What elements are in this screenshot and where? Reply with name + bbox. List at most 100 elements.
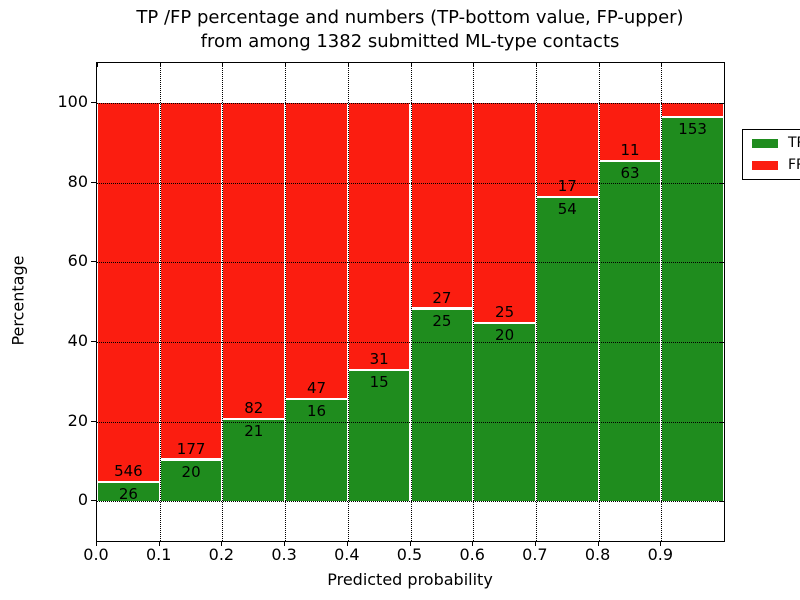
chart-title-line2: from among 1382 submitted ML-type contac… [200,31,620,52]
y-gridline [97,421,724,423]
x-tick [158,541,160,546]
legend-entry-tp: TP [752,135,800,152]
legend-label-tp: TP [788,135,800,151]
x-tick-label: 0.8 [584,545,611,564]
plot-area: 546 26 177 20 82 21 47 16 31 15 27 25 25 20 17 54 11 63 15… [96,62,800,542]
x-tick-top [535,63,537,67]
x-tick-top [159,63,161,67]
bar-segment-tp [536,198,598,502]
bar-segment-tp [223,419,285,502]
bar-segment-fp [223,102,285,420]
fp-count-label: 177 [176,439,206,458]
x-tick-top [410,63,412,67]
x-gridline [410,63,412,541]
bar-segment-tp [662,118,723,502]
y-tick [91,261,96,263]
x-tick [96,541,97,546]
x-tick [409,541,411,546]
bar-segment-fp [160,102,222,461]
legend-swatch-tp [752,139,778,148]
x-tick [284,541,286,546]
y-tick-label: 0 [77,490,88,510]
tp-count-label: 21 [244,421,264,440]
y-tick-right [720,262,724,264]
x-gridline [347,63,349,541]
y-tick-right [720,501,724,503]
tp-count-label: 15 [369,373,389,392]
y-tick [91,500,96,502]
y-gridline [97,102,724,104]
y-tick-label: 40 [67,330,88,350]
x-tick-label: 0.5 [396,545,423,564]
x-tick-label: 0.2 [208,545,235,564]
x-tick-label: 0.3 [271,545,297,564]
tp-count-label: 20 [495,326,515,345]
y-tick-label: 20 [67,410,88,430]
y-tick-right [720,102,724,104]
fp-count-label: 546 [114,462,143,481]
bar-segment-fp [536,102,598,198]
x-gridline [473,63,475,541]
tp-count-label: 54 [557,200,577,218]
x-tick-label: 0.7 [522,545,548,564]
bar-segment-fp [286,102,347,400]
x-tick-top [285,63,287,67]
chart-title-line1: TP /FP percentage and numbers (TP-bottom… [136,7,684,28]
y-gridline [97,262,724,264]
x-tick-top [473,63,475,67]
y-gridline [97,341,724,343]
x-tick [472,541,474,546]
x-tick [660,541,662,546]
legend-swatch-fp [752,161,778,170]
fp-count-label: 11 [620,141,640,160]
y-tick-right [720,341,724,343]
tp-count-label: 26 [118,485,138,504]
x-tick-top [661,63,663,67]
fp-count-label: 47 [306,379,327,397]
tp-count-label: 20 [181,462,201,481]
bar-segment-tp [474,324,535,502]
legend: TP FP [742,129,800,180]
x-axis-label: Predicted probability [327,570,493,589]
y-tick-right [720,421,724,423]
x-tick [534,541,536,546]
bar-segment-tp [348,371,410,502]
tp-count-label: 25 [432,311,452,330]
bar-segment-tp [411,309,473,502]
bar-segment-fp [411,102,473,310]
x-tick-label: 0.4 [334,545,360,564]
x-gridline [661,63,663,541]
y-tick-label: 60 [67,251,88,271]
fp-count-label: 82 [244,398,264,417]
bar-segment-fp [348,102,410,372]
x-tick-label: 0.9 [647,545,674,564]
bar-segment-fp [599,102,661,163]
y-gridline [97,501,724,503]
tp-count-label: 16 [306,402,327,420]
bar-segment-fp [98,102,159,484]
y-gridline [97,182,724,184]
bar-segment-tp [286,400,347,502]
x-tick-top [598,63,600,67]
x-tick-label: 0.1 [145,545,172,564]
x-gridline [535,63,537,541]
tp-count-label: 63 [620,164,640,183]
tp-count-label: 153 [678,120,707,138]
fp-count-label: 25 [495,303,515,322]
fp-count-label: 27 [432,288,452,307]
x-tick [597,541,599,546]
bar-segment-tp [98,483,159,502]
x-gridline [159,63,161,541]
y-tick-label: 100 [57,91,88,111]
bar-segment-fp [662,102,723,118]
x-tick-top [347,63,349,67]
y-tick [91,101,96,103]
x-tick-label: 0.0 [83,545,109,564]
y-tick [91,340,96,342]
bar-segment-fp [474,102,535,325]
y-tick [91,181,96,183]
x-tick-top [222,63,224,67]
x-tick [346,541,348,546]
x-tick [221,541,223,546]
x-gridline [285,63,287,541]
